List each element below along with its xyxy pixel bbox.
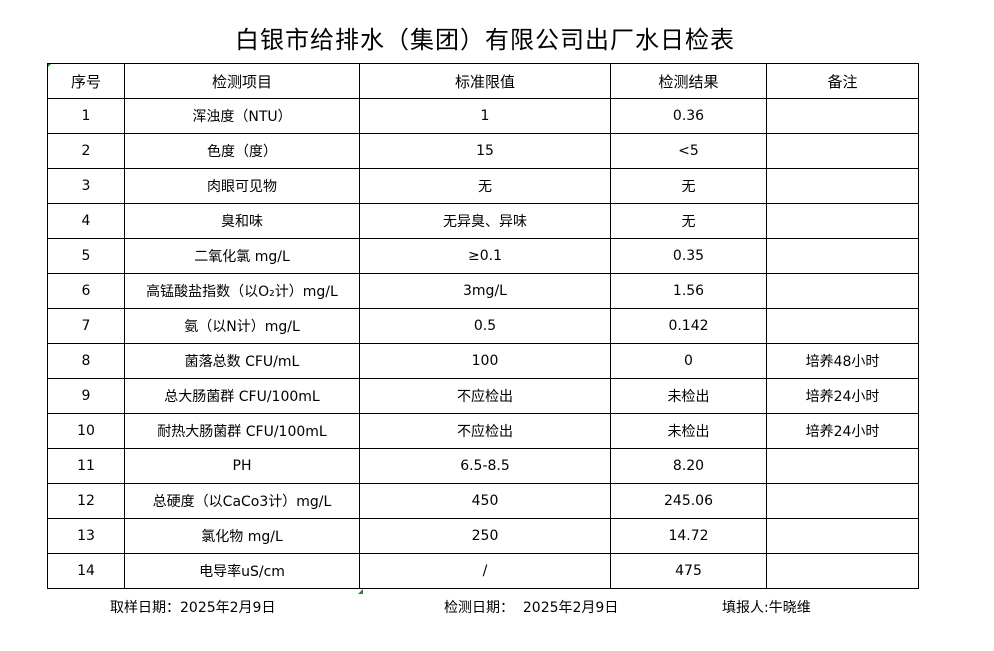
test-result-cell[interactable]: 245.06 — [610, 483, 767, 519]
test-item-cell[interactable]: 浑浊度（NTU） — [124, 98, 360, 134]
table-row: 14 电导率uS/cm/475 — [47, 553, 919, 589]
row-number-cell[interactable]: 3 — [47, 168, 125, 204]
table-row: 13 氯化物 mg/L 250 14.72 — [47, 518, 919, 554]
remark-cell[interactable]: 培养24小时 — [766, 378, 919, 414]
row-number-cell[interactable]: 13 — [47, 518, 125, 554]
test-item-cell[interactable]: 色度（度） — [124, 133, 360, 169]
test-result-cell[interactable]: 无 — [610, 203, 767, 239]
table-row: 8 菌落总数 CFU/mL 100 0 培养48小时 — [47, 343, 919, 379]
header-cell[interactable]: 标准限值 — [359, 63, 611, 99]
standard-limit-cell[interactable]: 100 — [359, 343, 611, 379]
table-row: 3 肉眼可见物无无 — [47, 168, 919, 204]
table-row: 4 臭和味 无异臭、异味无 — [47, 203, 919, 239]
row-number-cell[interactable]: 6 — [47, 273, 125, 309]
remark-cell[interactable] — [766, 203, 919, 239]
row-number-cell[interactable]: 4 — [47, 203, 125, 239]
remark-cell[interactable] — [766, 133, 919, 169]
inspection-table: 序号 检测项目 标准限值 检测结果 备注 1 浑浊度（NTU） 1 0.36 2 色度（度… — [47, 63, 919, 589]
test-item-cell[interactable]: 臭和味 — [124, 203, 360, 239]
standard-limit-cell[interactable]: 0.5 — [359, 308, 611, 344]
test-result-cell[interactable]: 1.56 — [610, 273, 767, 309]
test-result-cell[interactable]: 14.72 — [610, 518, 767, 554]
page-title: 白银市给排水（集团）有限公司出厂水日检表 — [235, 26, 735, 54]
test-result-cell[interactable]: <5 — [610, 133, 767, 169]
remark-cell[interactable]: 培养24小时 — [766, 413, 919, 449]
test-item-cell[interactable]: 氯化物 mg/L — [124, 518, 360, 554]
test-item-cell[interactable]: 肉眼可见物 — [124, 168, 360, 204]
row-number-cell[interactable]: 1 — [47, 98, 125, 134]
header-cell[interactable]: 备注 — [766, 63, 919, 99]
test-result-cell[interactable]: 475 — [610, 553, 767, 589]
standard-limit-cell[interactable]: 450 — [359, 483, 611, 519]
row-number-cell[interactable]: 10 — [47, 413, 125, 449]
table-row: 12 总硬度（以CaCo3计）mg/L 450 245.06 — [47, 483, 919, 519]
table-row: 10 耐热大肠菌群 CFU/100mL 不应检出 未检出 培养24小时 — [47, 413, 919, 449]
table-row: 11 PH 6.5-8.5 8.20 — [47, 448, 919, 484]
row-number-cell[interactable]: 14 — [47, 553, 125, 589]
table-row: 9 总大肠菌群 CFU/100mL 不应检出 未检出 培养24小时 — [47, 378, 919, 414]
remark-cell[interactable] — [766, 168, 919, 204]
row-number-cell[interactable]: 5 — [47, 238, 125, 274]
header-cell[interactable]: 检测项目 — [124, 63, 360, 99]
test-result-cell[interactable]: 未检出 — [610, 378, 767, 414]
test-result-cell[interactable]: 无 — [610, 168, 767, 204]
standard-limit-cell[interactable]: / — [359, 553, 611, 589]
standard-limit-cell[interactable]: 6.5-8.5 — [359, 448, 611, 484]
table-row: 1 浑浊度（NTU） 1 0.36 — [47, 98, 919, 134]
test-item-cell[interactable]: 高锰酸盐指数（以O₂计）mg/L — [124, 273, 360, 309]
test-date: 检测日期： 2025年2月9日 — [444, 600, 619, 616]
row-number-cell[interactable]: 9 — [47, 378, 125, 414]
remark-cell[interactable] — [766, 273, 919, 309]
test-result-cell[interactable]: 0.35 — [610, 238, 767, 274]
test-item-cell[interactable]: 电导率uS/cm — [124, 553, 360, 589]
header-cell[interactable]: 检测结果 — [610, 63, 767, 99]
reporter: 填报人:牛晓维 — [722, 600, 811, 616]
test-item-cell[interactable]: 耐热大肠菌群 CFU/100mL — [124, 413, 360, 449]
test-result-cell[interactable]: 0 — [610, 343, 767, 379]
remark-cell[interactable] — [766, 518, 919, 554]
standard-limit-cell[interactable]: 1 — [359, 98, 611, 134]
test-item-cell[interactable]: 氨（以N计）mg/L — [124, 308, 360, 344]
table-row: 6 高锰酸盐指数（以O₂计）mg/L 3mg/L 1.56 — [47, 273, 919, 309]
standard-limit-cell[interactable]: 15 — [359, 133, 611, 169]
standard-limit-cell[interactable]: ≥0.1 — [359, 238, 611, 274]
row-number-cell[interactable]: 2 — [47, 133, 125, 169]
cell-marker — [358, 589, 363, 594]
remark-cell[interactable] — [766, 553, 919, 589]
test-result-cell[interactable]: 0.142 — [610, 308, 767, 344]
remark-cell[interactable] — [766, 308, 919, 344]
test-item-cell[interactable]: 总硬度（以CaCo3计）mg/L — [124, 483, 360, 519]
row-number-cell[interactable]: 12 — [47, 483, 125, 519]
test-item-cell[interactable]: 二氧化氯 mg/L — [124, 238, 360, 274]
test-result-cell[interactable]: 未检出 — [610, 413, 767, 449]
standard-limit-cell[interactable]: 不应检出 — [359, 413, 611, 449]
table-row: 7 氨（以N计）mg/L 0.5 0.142 — [47, 308, 919, 344]
standard-limit-cell[interactable]: 3mg/L — [359, 273, 611, 309]
standard-limit-cell[interactable]: 无 — [359, 168, 611, 204]
table-header-row: 序号 检测项目 标准限值 检测结果 备注 — [47, 63, 919, 99]
row-number-cell[interactable]: 11 — [47, 448, 125, 484]
standard-limit-cell[interactable]: 无异臭、异味 — [359, 203, 611, 239]
remark-cell[interactable] — [766, 448, 919, 484]
row-number-cell[interactable]: 8 — [47, 343, 125, 379]
test-item-cell[interactable]: PH — [124, 448, 360, 484]
test-item-cell[interactable]: 总大肠菌群 CFU/100mL — [124, 378, 360, 414]
standard-limit-cell[interactable]: 不应检出 — [359, 378, 611, 414]
table-row: 5 二氧化氯 mg/L ≥0.1 0.35 — [47, 238, 919, 274]
test-item-cell[interactable]: 菌落总数 CFU/mL — [124, 343, 360, 379]
remark-cell[interactable] — [766, 238, 919, 274]
sample-date: 取样日期：2025年2月9日 — [110, 600, 276, 616]
remark-cell[interactable]: 培养48小时 — [766, 343, 919, 379]
header-cell[interactable]: 序号 — [47, 63, 125, 99]
row-number-cell[interactable]: 7 — [47, 308, 125, 344]
remark-cell[interactable] — [766, 483, 919, 519]
standard-limit-cell[interactable]: 250 — [359, 518, 611, 554]
test-result-cell[interactable]: 8.20 — [610, 448, 767, 484]
table-row: 2 色度（度） 15 <5 — [47, 133, 919, 169]
remark-cell[interactable] — [766, 98, 919, 134]
test-result-cell[interactable]: 0.36 — [610, 98, 767, 134]
